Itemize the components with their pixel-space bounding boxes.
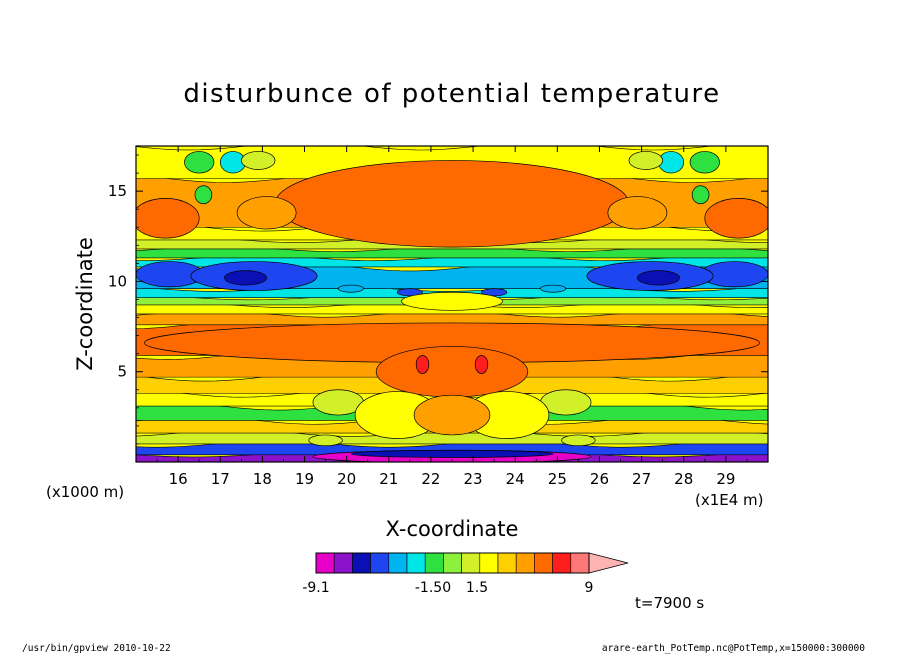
contour-region xyxy=(274,160,630,248)
colorbar-cell xyxy=(406,552,426,574)
x-axis-label: X-coordinate xyxy=(386,517,519,541)
contour-region xyxy=(415,355,430,374)
x-axis-ticks: 16 17 18 19 20 21 22 23 24 25 26 27 28 29 xyxy=(156,146,748,488)
y-tick-label: 5 xyxy=(117,363,127,381)
x-tick-label: 25 xyxy=(548,470,567,488)
y-tick-label: 15 xyxy=(108,182,127,200)
colorbar-label-max: 9 xyxy=(585,580,594,596)
x-tick-label: 24 xyxy=(506,470,525,488)
contour-region xyxy=(308,434,343,447)
contour-region xyxy=(375,346,529,398)
x-tick-label: 21 xyxy=(379,470,398,488)
colorbar-cell xyxy=(370,552,390,574)
x-tick-label: 22 xyxy=(421,470,440,488)
y-axis-unit: (x1000 m) xyxy=(46,483,124,501)
colorbar-cell xyxy=(534,552,553,574)
x-tick-label: 28 xyxy=(674,470,693,488)
colorbar-cell xyxy=(388,552,408,574)
contour-region xyxy=(607,196,668,230)
contour-region xyxy=(474,355,489,374)
contour-region xyxy=(184,151,215,174)
contour-region xyxy=(396,288,423,297)
contour-region xyxy=(704,198,768,239)
contour-region xyxy=(194,185,213,205)
colorbar-cells xyxy=(315,552,629,574)
colorbar-cell xyxy=(515,552,535,574)
contour-region xyxy=(637,270,680,286)
colorbar-cell xyxy=(424,552,444,574)
colorbar-cell xyxy=(497,552,517,574)
y-axis-ticks: 5 10 15 xyxy=(108,154,768,445)
y-axis-label: Z-coordinate xyxy=(73,237,97,371)
colorbar-cell xyxy=(552,552,572,574)
colorbar-cell xyxy=(315,552,335,574)
contour-region xyxy=(224,270,267,286)
x-tick-label: 19 xyxy=(295,470,314,488)
footer-left: /usr/bin/gpview 2010-10-22 xyxy=(22,643,171,654)
colorbar-cell xyxy=(461,552,481,574)
y-tick-label: 10 xyxy=(108,272,127,290)
colorbar-label-min: -9.1 xyxy=(302,580,329,596)
x-tick-label: 20 xyxy=(337,470,356,488)
contour-region xyxy=(561,434,596,447)
colorbar-cell xyxy=(443,552,462,574)
x-tick-label: 18 xyxy=(253,470,272,488)
contour-region xyxy=(481,288,508,297)
x-tick-label: 23 xyxy=(464,470,483,488)
contour-region xyxy=(136,198,200,239)
colorbar-label-neg: -1.50 xyxy=(415,580,451,596)
contour-region xyxy=(689,151,720,174)
x-tick-label: 16 xyxy=(169,470,188,488)
colorbar-label-pos: 1.5 xyxy=(466,580,488,596)
x-tick-label: 29 xyxy=(716,470,735,488)
contour-region xyxy=(628,151,664,170)
x-tick-label: 26 xyxy=(590,470,609,488)
chart-title: disturbunce of potential temperature xyxy=(183,79,720,109)
footer-right: arare-earth_PotTemp.nc@PotTemp,x=150000:… xyxy=(602,643,865,654)
contour-region xyxy=(401,291,503,311)
x-tick-label: 27 xyxy=(632,470,651,488)
contour-region xyxy=(236,196,297,230)
x-axis-unit: (x1E4 m) xyxy=(695,491,764,509)
contour-region xyxy=(413,394,491,436)
contour-region xyxy=(240,151,276,170)
contour-region xyxy=(350,449,554,458)
contour-blobs xyxy=(136,151,768,462)
colorbar-frame xyxy=(315,552,590,574)
colorbar: -9.1 -1.50 1.5 9 xyxy=(302,552,629,596)
contour-region xyxy=(337,284,364,293)
contour-plot-area xyxy=(135,145,769,463)
colorbar-cell xyxy=(479,552,499,574)
colorbar-cell xyxy=(352,552,371,574)
colorbar-cell xyxy=(570,552,590,574)
time-label: t=7900 s xyxy=(635,594,704,612)
colorbar-cell xyxy=(333,552,353,574)
x-tick-label: 17 xyxy=(211,470,230,488)
contour-region xyxy=(691,185,710,205)
contour-region xyxy=(540,284,567,293)
colorbar-arrow-max xyxy=(588,552,629,574)
